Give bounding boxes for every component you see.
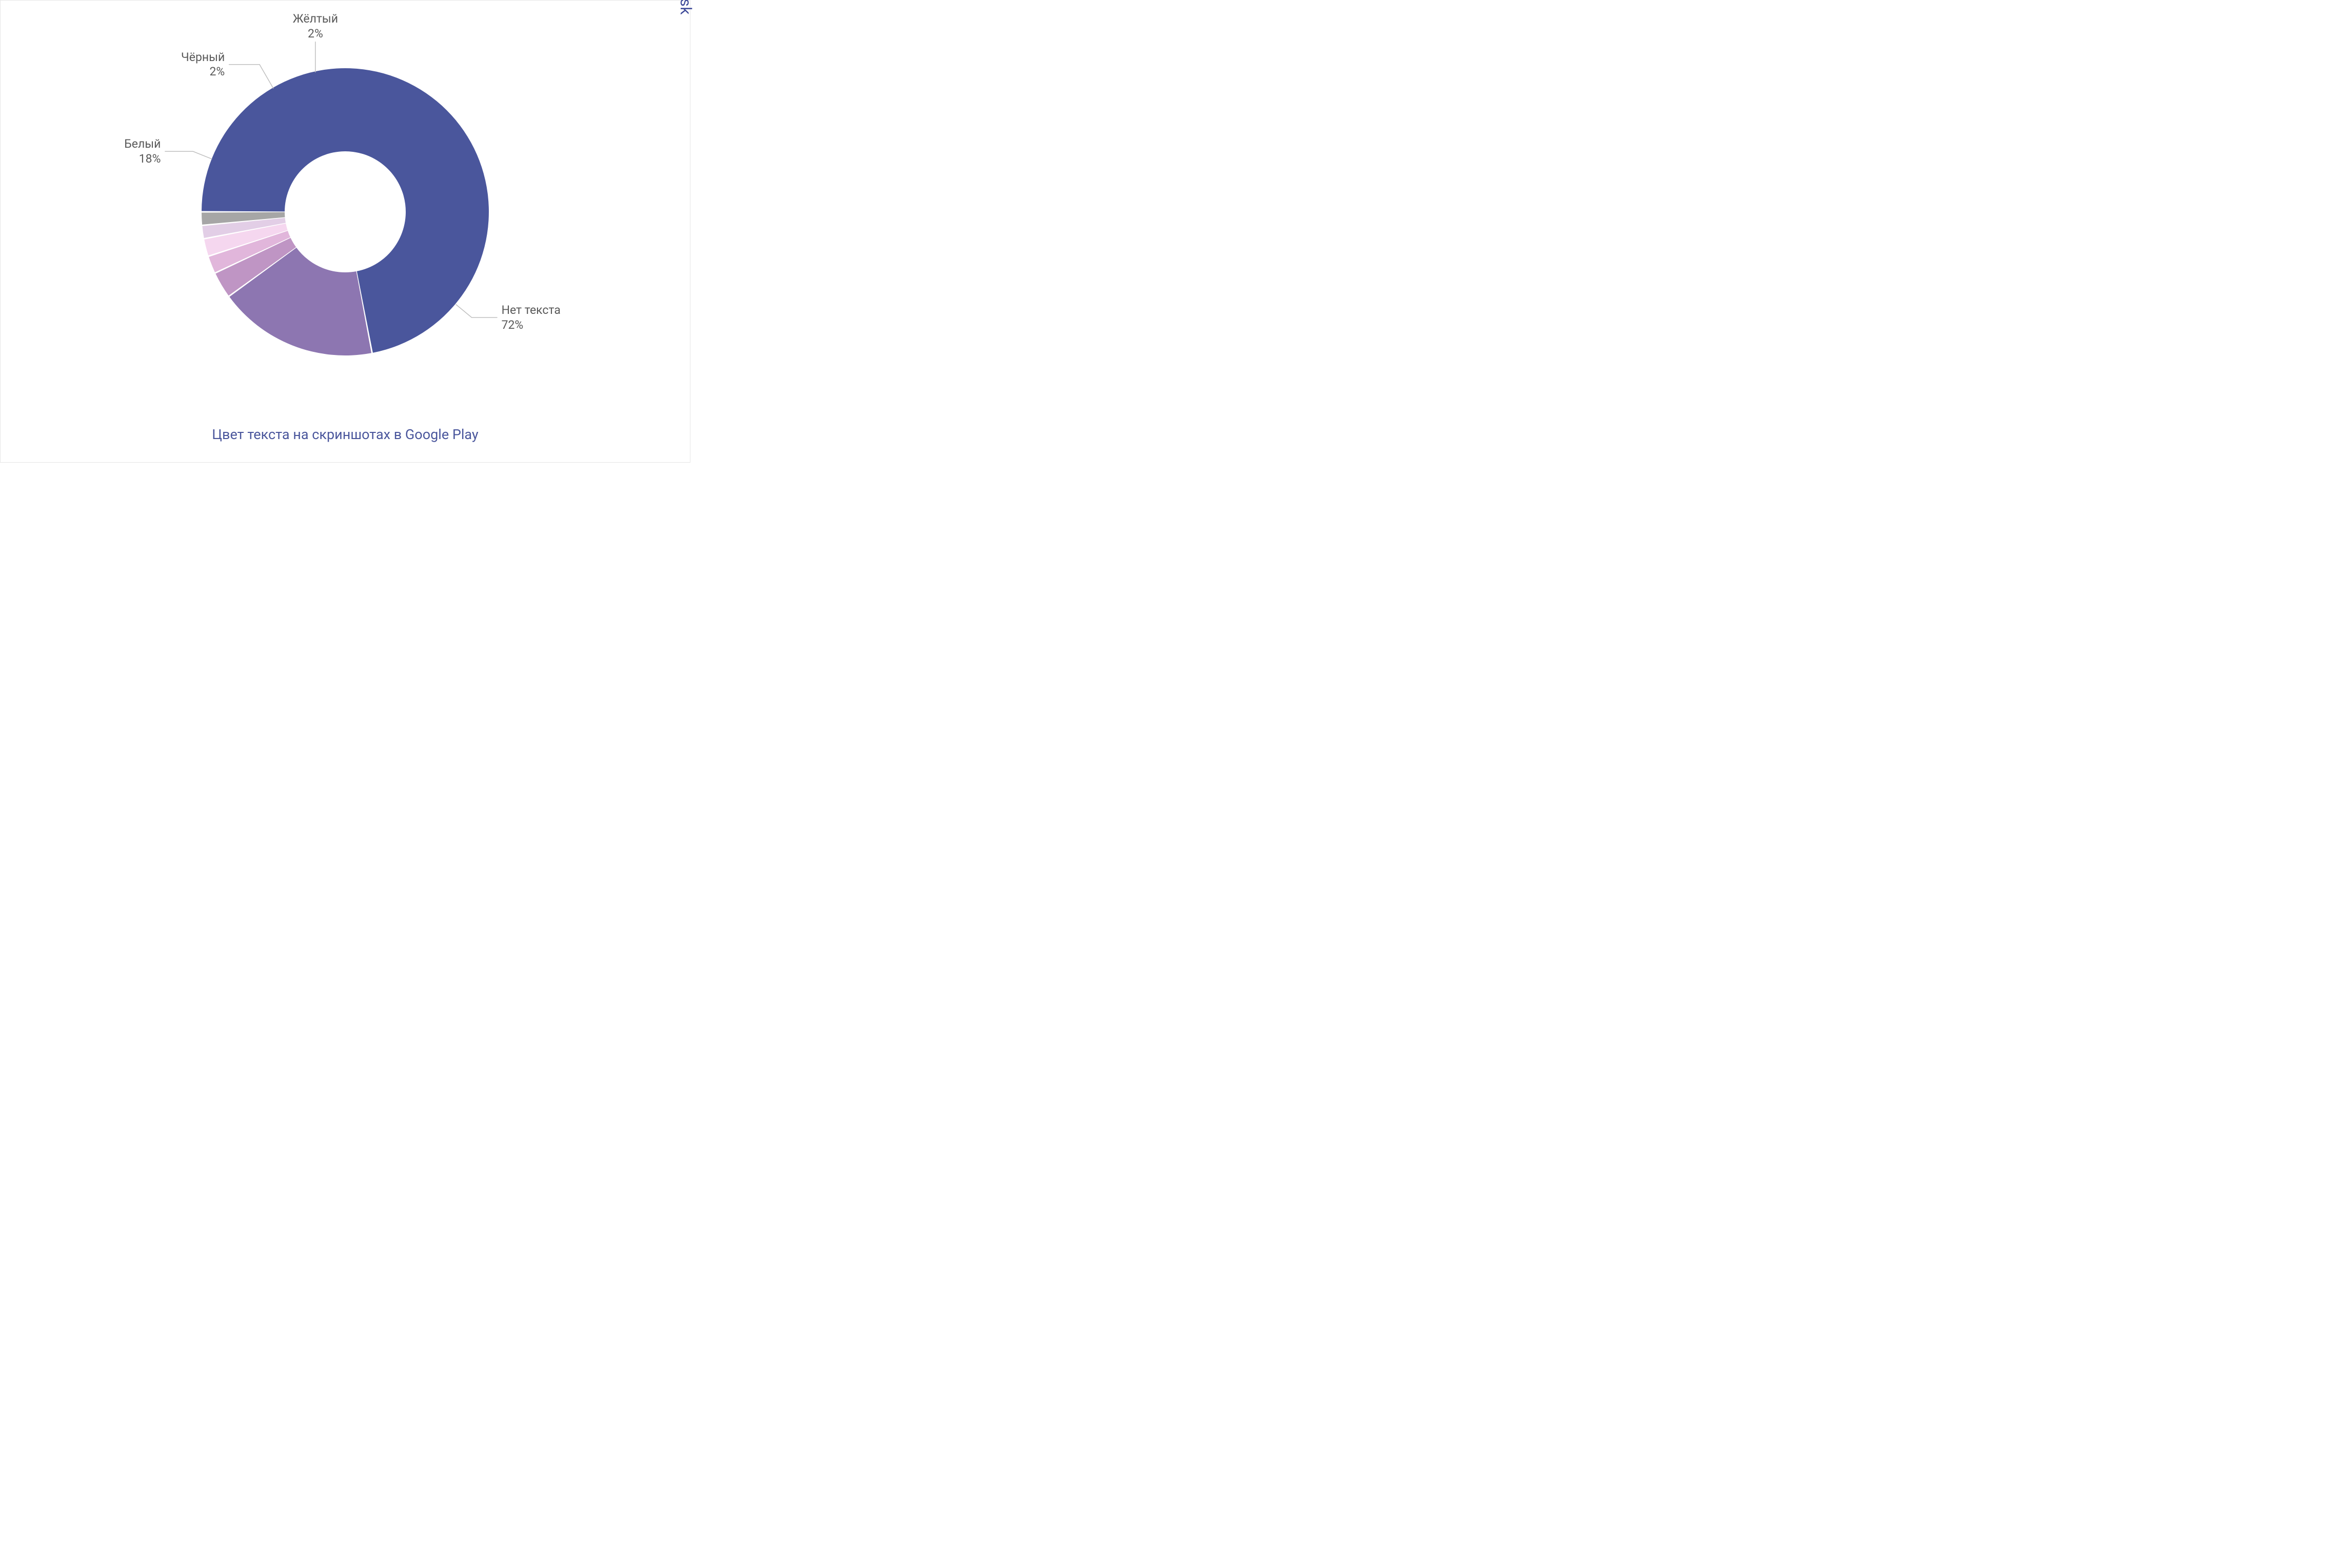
callout-pct: 18%	[124, 152, 161, 167]
brand-logo: AS desk	[677, 0, 695, 15]
callout-pct: 72%	[502, 318, 561, 333]
donut-chart	[186, 53, 504, 373]
callout-label: Нет текста	[502, 303, 561, 318]
chart-canvas: AS desk Нет текста72%Белый18%Чёрный2%Жёл…	[0, 0, 690, 463]
donut-svg	[186, 53, 504, 371]
callout-label: Жёлтый	[293, 12, 338, 27]
slice-callout: Чёрный2%	[181, 50, 225, 80]
callout-pct: 2%	[181, 65, 225, 80]
slice-callout: Нет текста72%	[502, 303, 561, 333]
slice-callout: Белый18%	[124, 137, 161, 167]
chart-title: Цвет текста на скриншотах в Google Play	[1, 426, 690, 443]
callout-label: Чёрный	[181, 50, 225, 65]
callout-pct: 2%	[293, 27, 338, 42]
slice-callout: Жёлтый2%	[293, 12, 338, 42]
callout-label: Белый	[124, 137, 161, 152]
brand-suffix: desk	[677, 0, 695, 15]
